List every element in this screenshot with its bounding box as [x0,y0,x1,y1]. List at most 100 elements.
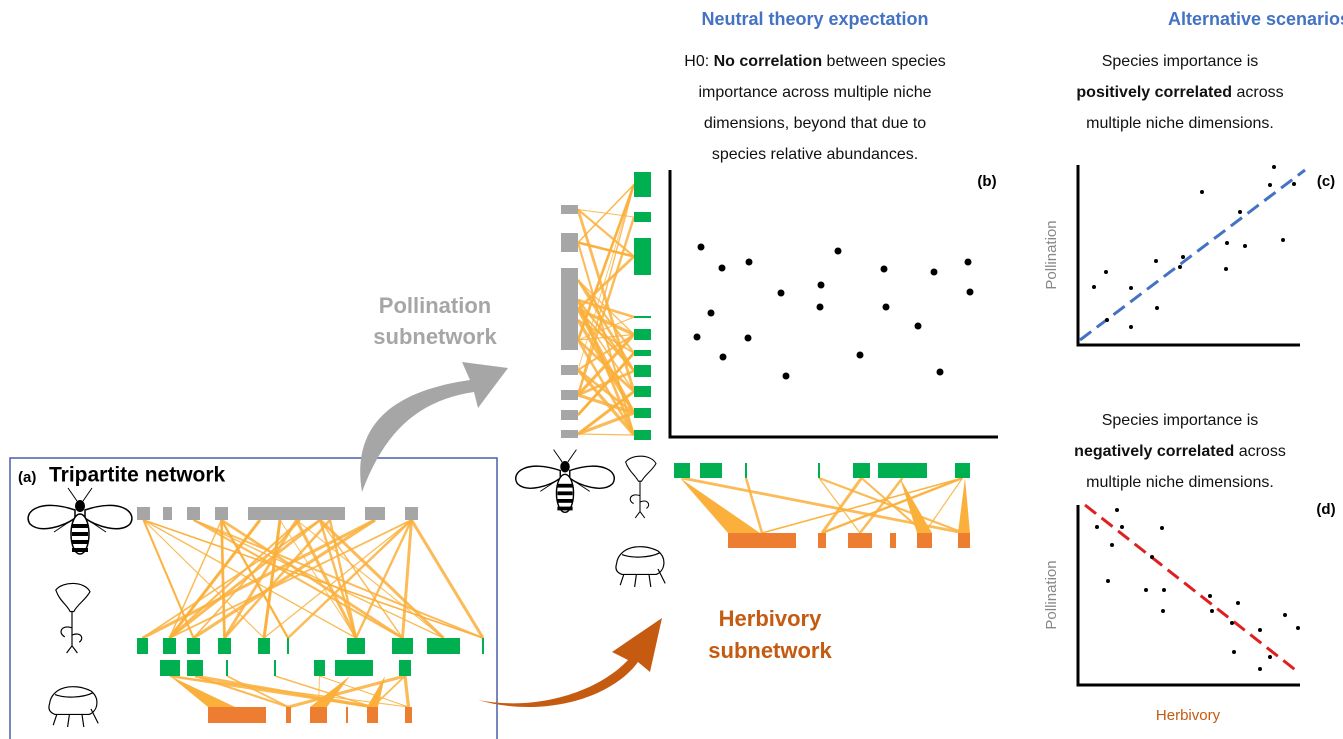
text-line: H0: No correlation between species [684,53,945,70]
beetle-icon [49,687,98,727]
node [818,463,820,478]
link [405,676,409,707]
text-line: positively correlated across [1076,84,1283,101]
node [634,212,651,222]
icon-part [72,532,88,536]
icon-part [557,484,572,488]
node [561,365,578,375]
node [274,660,276,676]
text: H0: [684,53,709,70]
point [817,304,824,311]
point [1230,621,1234,625]
link [578,434,634,435]
axis-label: Herbivory [1156,707,1221,724]
node [367,707,378,723]
node [258,638,270,654]
node [215,507,228,520]
point [719,265,726,272]
node [634,365,651,377]
point [1292,182,1296,186]
node [634,408,651,418]
node [286,707,291,723]
node [365,507,385,520]
node [392,638,413,654]
point [883,304,890,311]
point [1144,588,1148,592]
point [937,369,944,376]
node [427,638,460,654]
point [1104,270,1108,274]
node [561,430,578,438]
text-line: multiple niche dimensions. [1086,474,1274,491]
emphasis: No correlation [714,53,822,70]
node [310,707,327,723]
bee-icon [28,488,132,554]
node [160,660,180,676]
node [561,390,578,400]
point [1129,325,1133,329]
text: across [1239,443,1286,460]
node [335,660,373,676]
link [746,478,762,533]
node [482,638,484,654]
point [1160,526,1164,530]
arrow-label: Herbivory [719,606,822,631]
pollination-arrow [360,362,508,492]
node [634,430,651,440]
node [745,463,747,478]
node [137,638,148,654]
point [915,323,922,330]
text-line: dimensions, beyond that due to [704,115,926,132]
trend-line [1080,170,1305,340]
node [187,507,200,520]
point [1200,190,1204,194]
node [728,533,796,548]
emphasis: negatively correlated [1074,443,1234,460]
arrow-label: subnetwork [373,324,497,349]
point [1105,318,1109,322]
point [1162,588,1166,592]
icon-part [61,612,82,653]
icon-part [557,491,572,495]
icon-part [557,499,572,503]
point [708,310,715,317]
point [1258,667,1262,671]
point [1208,594,1212,598]
icon-part [56,583,90,611]
flower-icon [56,583,90,653]
point [1225,241,1229,245]
axes [1078,505,1300,685]
point [1210,609,1214,613]
point [698,244,705,251]
point [1224,267,1228,271]
icon-part [72,524,88,528]
point [881,266,888,273]
arrow-label: Pollination [379,293,491,318]
text-line: Species importance is [1102,53,1259,70]
trend-line [1085,505,1298,672]
point [1272,165,1276,169]
point [778,290,785,297]
node [634,350,651,356]
point [1150,555,1154,559]
axes [1078,165,1300,345]
point [1232,650,1236,654]
beetle-icon [616,547,665,587]
node [248,507,345,520]
text-line: Species importance is [1102,412,1259,429]
node [634,386,651,397]
point [1120,525,1124,529]
node [163,507,172,520]
bee-icon [516,450,615,513]
point [745,335,752,342]
flower-icon [626,456,656,518]
axis-label: Pollination [1043,220,1060,289]
icon-part [72,540,88,544]
node [853,463,870,478]
point [1268,183,1272,187]
node [405,707,412,723]
emphasis: positively correlated [1076,84,1232,101]
point [1258,628,1262,632]
icon-part [75,500,85,512]
point [1161,609,1165,613]
